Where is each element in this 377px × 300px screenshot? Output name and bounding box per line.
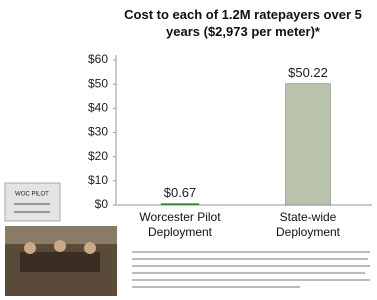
footnote — [132, 252, 370, 287]
photo-person — [84, 242, 96, 254]
value-label: $50.22 — [288, 65, 328, 80]
x-tick-label: Worcester Pilot Deployment — [120, 210, 240, 240]
note-text: WOC PILOT — [15, 192, 49, 198]
y-tick-label: $40 — [88, 101, 108, 115]
y-tick-label: $60 — [88, 52, 108, 66]
x-tick-label: State-wide Deployment — [248, 210, 368, 240]
bar — [286, 84, 331, 205]
value-label: $0.67 — [164, 185, 197, 200]
bar — [161, 203, 199, 205]
chart: WOC PILOT $0 $10 $20 $30 $40 $50 $60 $0.67 $50.2… — [0, 0, 377, 300]
slide: WOC PILOT $0 $10 $20 $30 $40 $50 $60 $0.67 $50.2… — [0, 0, 377, 300]
chart-title: Cost to each of 1.2M ratepayers over 5 y… — [118, 6, 368, 40]
note-box — [5, 183, 60, 221]
photo-table — [20, 252, 100, 272]
y-tick-label: $50 — [88, 76, 108, 90]
y-tick-label: $30 — [88, 125, 108, 139]
photo-person — [54, 240, 66, 252]
y-tick-label: $0 — [95, 197, 109, 211]
y-tick-label: $10 — [88, 173, 108, 187]
photo-person — [24, 242, 36, 254]
y-tick-label: $20 — [88, 149, 108, 163]
